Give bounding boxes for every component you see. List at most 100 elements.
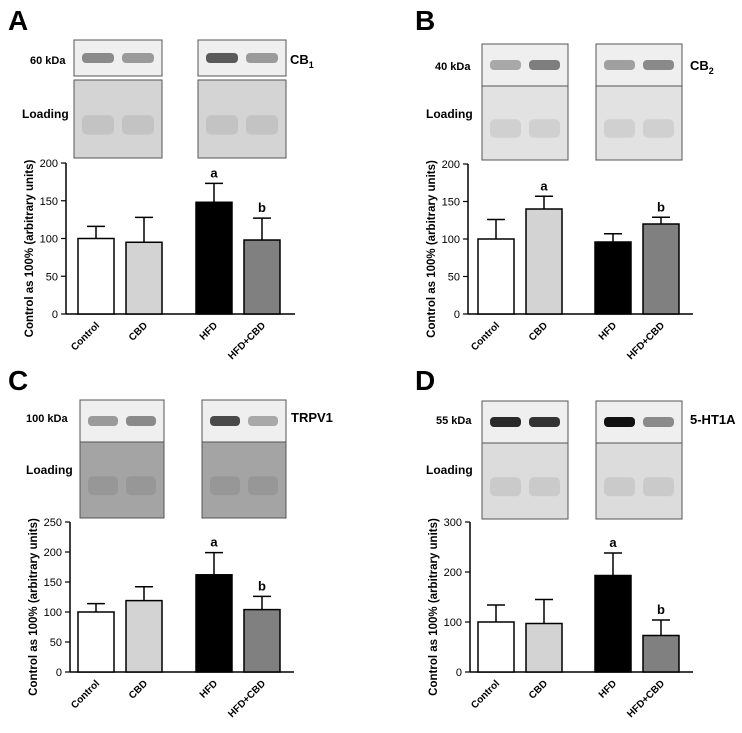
panel-label: B — [415, 5, 435, 36]
loading-strip — [79, 441, 165, 519]
y-tick-label: 50 — [46, 271, 58, 283]
significance-letter: a — [609, 535, 617, 550]
significance-letter: b — [258, 578, 266, 593]
x-tick-label: HFD — [597, 320, 619, 342]
blot-target-subscript: 2 — [709, 66, 714, 76]
bar-hfd — [195, 201, 233, 315]
loading-band — [490, 119, 521, 138]
bar-hfd-cbd — [243, 608, 281, 673]
x-tick-label: HFD+CBD — [625, 320, 667, 362]
panel-c: C 100 kDa Loading TRPV1 0 50 100 150 200 250 Contr… — [8, 365, 333, 720]
loading-band — [643, 477, 674, 497]
significance-letter: a — [210, 535, 218, 550]
bar-hfd-cbd — [243, 239, 281, 315]
x-tick-label: Control — [469, 320, 502, 353]
loading-label: Loading — [22, 107, 69, 121]
x-tick-label: HFD+CBD — [625, 678, 667, 720]
loading-band — [604, 477, 635, 497]
blot-target-name: CB — [690, 58, 709, 73]
y-tick-label: 200 — [444, 567, 462, 579]
blot-band — [643, 60, 674, 70]
loading-label: Loading — [426, 107, 473, 121]
blot-target-label: 5-HT1A — [690, 412, 736, 427]
loading-band — [210, 476, 240, 496]
blot-target-label: TRPV1 — [291, 410, 333, 425]
loading-strip — [481, 85, 569, 161]
x-tick-label: Control — [69, 320, 102, 353]
loading-band — [126, 476, 156, 496]
blot-band — [529, 60, 560, 70]
loading-label: Loading — [426, 463, 473, 477]
blot-band — [246, 53, 278, 63]
panel-label: A — [8, 5, 28, 36]
x-tick-label: CBD — [527, 320, 550, 343]
loading-band — [604, 119, 635, 138]
bar-hfd — [195, 574, 233, 673]
blot-band — [88, 416, 118, 426]
loading-band — [206, 115, 238, 135]
x-tick-label: HFD+CBD — [226, 678, 268, 720]
y-tick-label: 200 — [40, 158, 58, 170]
blot-target-label: CB2 — [690, 58, 714, 76]
loading-band — [490, 477, 521, 497]
loading-strip — [201, 441, 287, 519]
y-tick-label: 50 — [50, 637, 62, 649]
blot-band — [210, 416, 240, 426]
bar-hfd-cbd — [642, 223, 680, 315]
x-tick-label: HFD — [597, 678, 619, 700]
y-tick-label: 0 — [454, 309, 460, 321]
kda-label: 40 kDa — [435, 61, 471, 73]
loading-band — [529, 119, 560, 138]
blot-target-name: TRPV1 — [291, 410, 333, 425]
bar-hfd — [594, 241, 632, 315]
y-tick-label: 150 — [40, 196, 58, 208]
kda-label: 55 kDa — [436, 415, 472, 427]
y-tick-label: 150 — [442, 197, 460, 209]
y-axis-label: Control as 100% (arbitrary units) — [24, 160, 36, 338]
bar-cbd — [125, 241, 163, 315]
bar-hfd — [594, 574, 632, 673]
blot-band — [490, 60, 521, 70]
loading-band — [82, 115, 114, 135]
bar-control — [77, 611, 115, 673]
y-tick-label: 100 — [442, 234, 460, 246]
panel-label: D — [415, 365, 435, 396]
x-tick-label: Control — [69, 678, 102, 711]
blot-target-subscript: 1 — [309, 60, 314, 70]
x-tick-label: CBD — [127, 320, 150, 343]
y-tick-label: 150 — [44, 577, 62, 589]
y-tick-label: 100 — [44, 607, 62, 619]
blot-band — [604, 60, 635, 70]
bar-hfd-cbd — [642, 634, 680, 673]
bar-cbd — [525, 622, 563, 673]
kda-label: 60 kDa — [30, 55, 66, 67]
bar-control — [477, 238, 515, 315]
x-tick-label: HFD — [198, 320, 220, 342]
significance-letter: b — [657, 199, 665, 214]
blot-band — [248, 416, 278, 426]
blot-band — [122, 53, 154, 63]
loading-strip — [595, 85, 683, 161]
blot-band — [206, 53, 238, 63]
panel-d: D 55 kDa Loading 5-HT1A 0 100 200 300 Control as… — [415, 365, 736, 720]
blot-target-label: CB1 — [290, 52, 314, 70]
bar-control — [77, 237, 115, 315]
panel-a: A 60 kDa Loading CB1 0 50 100 150 200 Control as … — [8, 5, 314, 362]
y-tick-label: 200 — [44, 547, 62, 559]
y-tick-label: 100 — [40, 234, 58, 246]
y-axis-label: Control as 100% (arbitrary units) — [28, 518, 40, 696]
y-tick-label: 200 — [442, 159, 460, 171]
blot-band — [529, 417, 560, 427]
significance-letter: b — [258, 200, 266, 215]
y-tick-label: 0 — [56, 667, 62, 679]
y-tick-label: 0 — [456, 667, 462, 679]
y-axis-label: Control as 100% (arbitrary units) — [428, 518, 440, 696]
panel-label: C — [8, 365, 28, 396]
loading-strip — [595, 442, 683, 520]
blot-band — [490, 417, 521, 427]
loading-strip — [481, 442, 569, 520]
x-tick-label: Control — [469, 678, 502, 711]
blot-band — [126, 416, 156, 426]
y-tick-label: 100 — [444, 617, 462, 629]
